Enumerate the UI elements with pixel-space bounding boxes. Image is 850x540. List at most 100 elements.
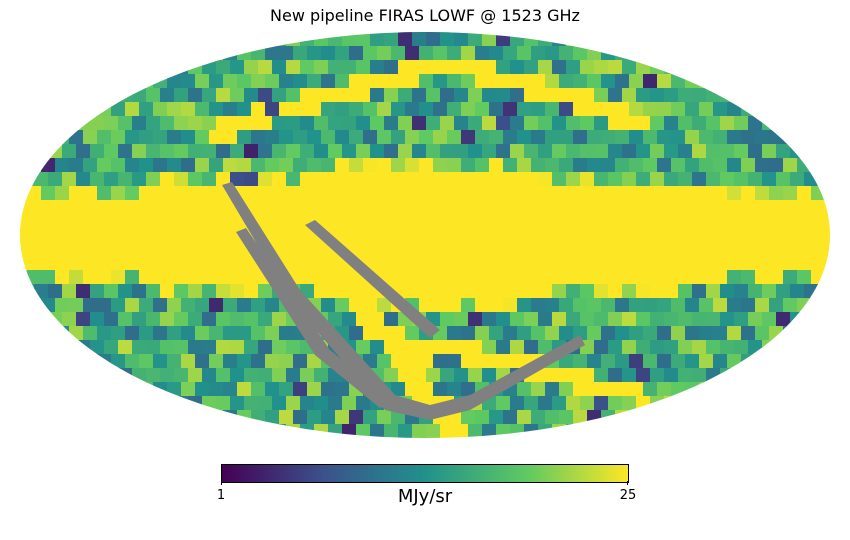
map-pixel — [139, 74, 154, 89]
map-pixel — [272, 424, 287, 438]
map-pixel — [300, 60, 315, 75]
map-pixel — [230, 144, 245, 159]
map-pixel — [636, 116, 651, 131]
map-pixel — [153, 214, 168, 229]
map-pixel — [552, 116, 567, 131]
map-pixel — [433, 270, 448, 285]
map-pixel — [69, 354, 84, 369]
map-pixel — [538, 396, 553, 411]
map-pixel — [447, 102, 462, 117]
map-pixel — [48, 256, 63, 271]
map-pixel — [580, 88, 595, 103]
map-pixel — [62, 228, 77, 243]
map-pixel — [468, 256, 483, 271]
map-pixel — [97, 158, 112, 173]
map-pixel — [685, 298, 700, 313]
map-pixel — [755, 270, 770, 285]
map-pixel — [762, 312, 777, 327]
map-pixel — [517, 74, 532, 89]
map-pixel — [664, 116, 679, 131]
map-pixel — [545, 242, 560, 257]
map-pixel — [76, 340, 91, 355]
map-pixel — [783, 158, 798, 173]
map-pixel — [559, 242, 574, 257]
map-pixel — [419, 130, 434, 145]
map-pixel — [195, 354, 210, 369]
map-pixel — [482, 200, 497, 215]
map-pixel — [405, 270, 420, 285]
map-pixel — [41, 270, 56, 285]
map-pixel — [461, 102, 476, 117]
map-pixel — [475, 46, 490, 61]
map-pixel — [636, 60, 651, 75]
map-pixel — [685, 102, 700, 117]
map-pixel — [132, 228, 147, 243]
map-pixel — [720, 368, 735, 383]
map-pixel — [244, 116, 259, 131]
map-pixel — [587, 326, 602, 341]
map-pixel — [342, 144, 357, 159]
map-pixel — [251, 158, 266, 173]
map-pixel — [538, 368, 553, 383]
map-pixel — [251, 410, 266, 425]
map-pixel — [573, 158, 588, 173]
map-pixel — [363, 298, 378, 313]
map-pixel — [405, 158, 420, 173]
map-pixel — [90, 284, 105, 299]
map-pixel — [83, 130, 98, 145]
map-pixel — [517, 186, 532, 201]
map-pixel — [720, 340, 735, 355]
map-pixel — [195, 214, 210, 229]
map-pixel — [195, 158, 210, 173]
map-pixel — [811, 242, 826, 257]
map-pixel — [727, 354, 742, 369]
map-pixel — [20, 256, 21, 271]
map-pixel — [328, 60, 343, 75]
map-pixel — [748, 368, 763, 383]
map-pixel — [237, 270, 252, 285]
map-pixel — [363, 326, 378, 341]
map-pixel — [713, 382, 728, 397]
map-pixel — [412, 88, 427, 103]
map-pixel — [839, 242, 850, 257]
map-pixel — [377, 74, 392, 89]
map-pixel — [412, 368, 427, 383]
map-pixel — [629, 186, 644, 201]
map-pixel — [461, 130, 476, 145]
map-pixel — [272, 144, 287, 159]
map-pixel — [132, 284, 147, 299]
map-pixel — [314, 116, 329, 131]
map-pixel — [391, 326, 406, 341]
map-pixel — [405, 186, 420, 201]
map-pixel — [720, 312, 735, 327]
map-pixel — [657, 354, 672, 369]
map-pixel — [293, 242, 308, 257]
map-pixel — [608, 368, 623, 383]
map-pixel — [769, 186, 784, 201]
map-pixel — [146, 172, 161, 187]
map-pixel — [321, 46, 336, 61]
map-pixel — [398, 284, 413, 299]
map-pixel — [573, 270, 588, 285]
map-pixel — [363, 410, 378, 425]
map-pixel — [531, 438, 546, 453]
map-pixel — [118, 340, 133, 355]
map-pixel — [818, 200, 830, 215]
map-pixel — [713, 102, 728, 117]
map-pixel — [636, 200, 651, 215]
map-pixel — [496, 424, 511, 438]
map-pixel — [713, 242, 728, 257]
map-pixel — [412, 144, 427, 159]
map-pixel — [776, 172, 791, 187]
map-pixel — [405, 214, 420, 229]
map-pixel — [657, 270, 672, 285]
map-pixel — [419, 298, 434, 313]
map-pixel — [496, 284, 511, 299]
map-pixel — [244, 368, 259, 383]
map-pixel — [790, 200, 805, 215]
map-pixel — [454, 144, 469, 159]
map-pixel — [804, 284, 819, 299]
map-pixel — [699, 326, 714, 341]
map-pixel — [650, 396, 665, 411]
map-pixel — [797, 298, 812, 313]
